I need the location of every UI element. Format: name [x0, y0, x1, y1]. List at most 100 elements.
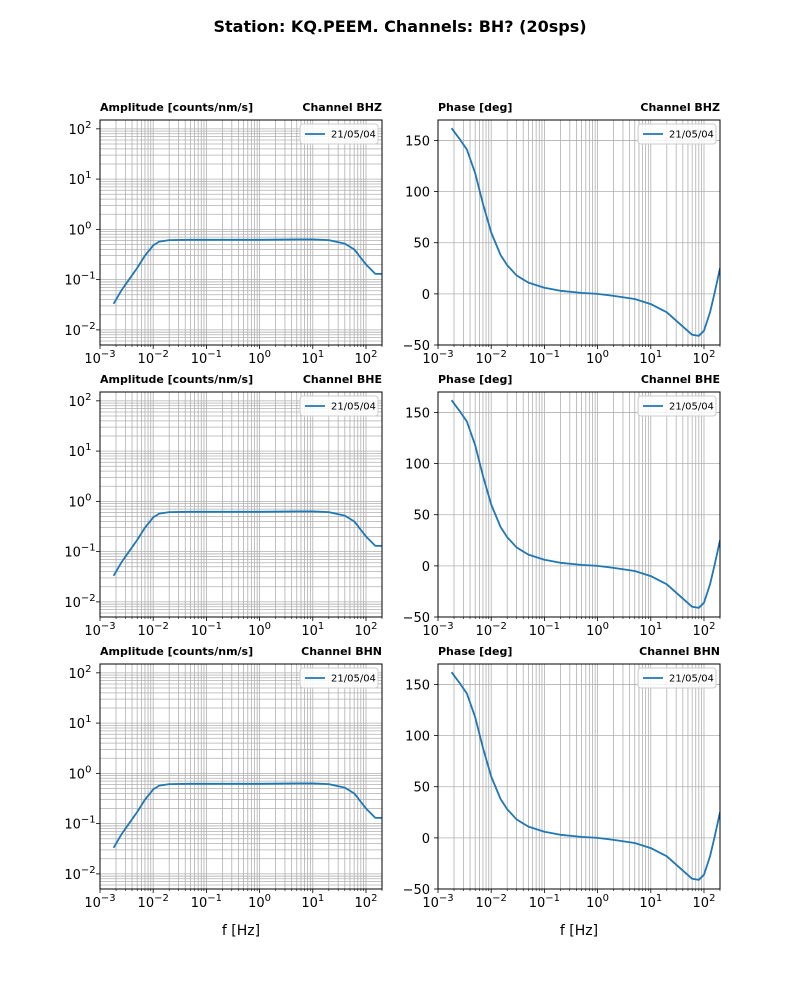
x-tick-label: 100 [586, 893, 609, 911]
phase-2-series-line [450, 399, 720, 609]
x-tick-label: 101 [301, 621, 324, 639]
y-tick-label: 150 [405, 134, 430, 149]
legend-box [299, 395, 379, 417]
x-tick-label: 10−2 [476, 349, 507, 367]
phase-3-y-ticks: −50 0 50 100 150 [403, 678, 438, 898]
phase-2-frame [437, 391, 721, 618]
y-tick-label: 0 [422, 832, 430, 847]
x-tick-label: 102 [355, 349, 378, 367]
y-tick-label: 102 [69, 392, 92, 410]
phase-2-plot: 10−3 10−2 10−1 100 101 102 −50 0 50 100 150 Phase [… [403, 373, 721, 639]
x-tick-label: 102 [355, 893, 378, 911]
x-tick-label: 100 [248, 349, 271, 367]
legend-box [299, 123, 379, 145]
y-tick-label: 10−1 [64, 543, 95, 561]
phase-3-plot: 10−3 10−2 10−1 100 101 102 −50 0 50 100 150 Phase [… [403, 645, 721, 939]
y-tick-label: −50 [403, 339, 430, 354]
y-tick-label: 100 [405, 458, 430, 473]
phase-1-title-right: Channel BHZ [640, 101, 720, 114]
y-tick-label: 50 [413, 781, 430, 796]
amplitude-2-title-right: Channel BHE [303, 373, 382, 386]
x-tick-label: 10−1 [191, 621, 222, 639]
phase-1-title-left: Phase [deg] [438, 101, 512, 114]
phase-3-series-line [450, 671, 720, 881]
phase-2-title-left: Phase [deg] [438, 373, 512, 386]
legend-label: 21/05/04 [331, 674, 376, 685]
x-tick-label: 10−1 [191, 349, 222, 367]
amplitude-3-frame [99, 663, 383, 890]
x-tick-label: 102 [693, 349, 716, 367]
y-tick-label: 102 [69, 664, 92, 682]
legend-label: 21/05/04 [669, 402, 714, 413]
x-tick-label: 10−2 [138, 349, 169, 367]
legend-label: 21/05/04 [331, 130, 376, 141]
legend-box [637, 667, 717, 689]
x-tick-label: 101 [639, 893, 662, 911]
amplitude-1-x-ticks: 10−3 10−2 10−1 100 101 102 [84, 345, 383, 367]
phase-3-x-grid [437, 664, 721, 889]
phase-1-y-grid [438, 140, 720, 346]
phase-3-legend: 21/05/04 [637, 667, 717, 689]
amplitude-1-title-left: Amplitude [counts/nm/s] [100, 101, 253, 114]
x-tick-label: 100 [248, 621, 271, 639]
y-tick-label: 10−2 [64, 865, 95, 883]
y-tick-label: 10−2 [64, 321, 95, 339]
x-tick-label: 10−1 [529, 893, 560, 911]
y-tick-label: −50 [403, 611, 430, 626]
x-tick-label: 10−1 [529, 349, 560, 367]
phase-3-title-left: Phase [deg] [438, 645, 512, 658]
amplitude-3-legend: 21/05/04 [299, 667, 379, 689]
x-tick-label: 101 [639, 621, 662, 639]
y-tick-label: 0 [422, 288, 430, 303]
legend-box [637, 123, 717, 145]
phase-1-legend: 21/05/04 [637, 123, 717, 145]
x-tick-label: 10−1 [191, 893, 222, 911]
amplitude-1-title-right: Channel BHZ [302, 101, 382, 114]
x-tick-label: 10−3 [84, 349, 115, 367]
amplitude-2-series-line [112, 510, 382, 577]
y-tick-label: 100 [405, 186, 430, 201]
amplitude-3-series-line [112, 782, 382, 849]
y-tick-label: 101 [69, 442, 92, 460]
phase-1-x-grid [437, 120, 721, 345]
phase-1-x-ticks: 10−3 10−2 10−1 100 101 102 [422, 345, 721, 367]
x-tick-label: 10−2 [138, 893, 169, 911]
amplitude-1-x-grid [99, 120, 383, 345]
phase-1-y-ticks: −50 0 50 100 150 [403, 134, 438, 354]
y-tick-label: 150 [405, 406, 430, 421]
amplitude-3-x-grid [99, 664, 383, 889]
x-tick-label: 100 [586, 349, 609, 367]
y-tick-label: 50 [413, 237, 430, 252]
amplitude-1-y-ticks: 10−2 10−1 100 101 102 [64, 120, 100, 339]
amplitude-1-y-grid [100, 128, 382, 346]
amplitude-2-frame [99, 391, 383, 618]
amplitude-2-x-ticks: 10−3 10−2 10−1 100 101 102 [84, 617, 383, 639]
amplitude-1-frame [99, 119, 383, 346]
y-tick-label: 10−1 [64, 815, 95, 833]
y-tick-label: 50 [413, 509, 430, 524]
y-tick-label: 101 [69, 714, 92, 732]
phase-1-plot: 10−3 10−2 10−1 100 101 102 −50 0 50 100 150 Phase [… [403, 101, 721, 367]
amplitude-3-title-right: Channel BHN [301, 645, 382, 658]
amplitude-3-y-ticks: 10−2 10−1 100 101 102 [64, 664, 100, 883]
amplitude-2-x-grid [99, 392, 383, 617]
x-tick-label: 100 [586, 621, 609, 639]
x-tick-label: 10−2 [476, 621, 507, 639]
y-tick-label: 102 [69, 120, 92, 138]
x-tick-label: 10−3 [422, 621, 453, 639]
x-tick-label: 10−1 [529, 621, 560, 639]
legend-label: 21/05/04 [331, 402, 376, 413]
x-tick-label: 102 [355, 621, 378, 639]
amplitude-2-plot: 10−3 10−2 10−1 100 101 102 10−2 10−1 100 101 102 Am… [64, 373, 383, 639]
amplitude-3-plot: 10−3 10−2 10−1 100 101 102 10−2 10−1 100 101 102 Am… [64, 645, 383, 939]
amplitude-2-y-grid [100, 400, 382, 618]
y-tick-label: 150 [405, 678, 430, 693]
y-tick-label: 10−2 [64, 593, 95, 611]
x-tick-label: 10−3 [84, 621, 115, 639]
y-tick-label: 100 [69, 764, 92, 782]
amplitude-3-title-left: Amplitude [counts/nm/s] [100, 645, 253, 658]
phase-2-title-right: Channel BHE [641, 373, 720, 386]
legend-label: 21/05/04 [669, 674, 714, 685]
legend-label: 21/05/04 [669, 130, 714, 141]
